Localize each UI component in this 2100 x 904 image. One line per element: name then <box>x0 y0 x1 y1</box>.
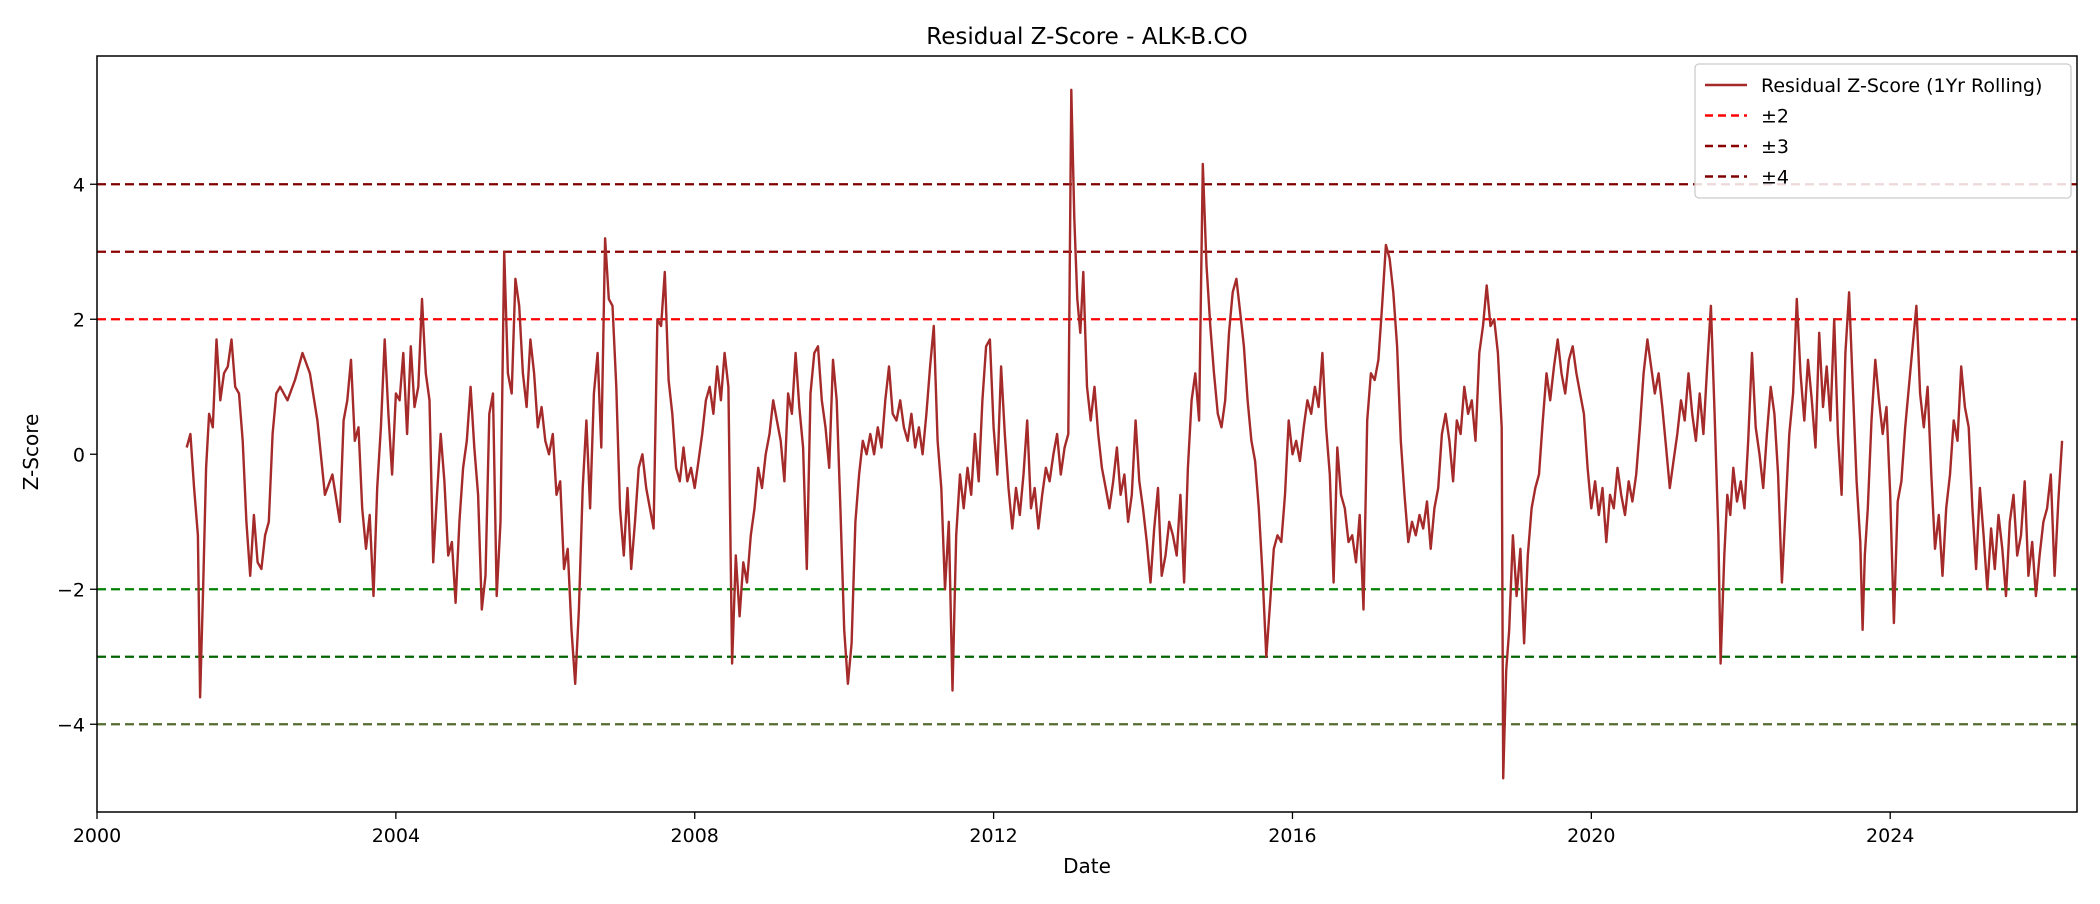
y-tick-label: 2 <box>73 309 85 331</box>
y-axis-ticks: −4 −2 0 2 4 <box>57 174 97 736</box>
x-tick-label: 2008 <box>671 825 719 847</box>
x-tick-label: 2016 <box>1268 825 1316 847</box>
legend-label: Residual Z-Score (1Yr Rolling) <box>1761 75 2042 97</box>
plot-frame <box>96 55 2078 813</box>
x-axis-ticks: 2000 2004 2008 2012 2016 2020 2024 <box>73 812 1914 847</box>
x-tick-label: 2004 <box>372 825 420 847</box>
x-tick-label: 2000 <box>73 825 121 847</box>
y-axis-label: Z-Score <box>19 414 43 491</box>
legend-box <box>1694 63 2072 199</box>
series-line-0 <box>185 88 2064 780</box>
reference-lines <box>97 183 2077 726</box>
legend-label: ±4 <box>1761 167 1789 189</box>
x-axis-label: Date <box>1063 854 1111 878</box>
chart-title: Residual Z-Score - ALK-B.CO <box>926 24 1247 50</box>
legend-label: ±3 <box>1761 136 1789 158</box>
x-tick-label: 2020 <box>1567 825 1615 847</box>
x-tick-label: 2024 <box>1866 825 1914 847</box>
y-tick-label: −2 <box>57 579 85 601</box>
y-tick-label: 0 <box>73 444 85 466</box>
y-tick-label: 4 <box>73 174 85 196</box>
series-layer <box>185 88 2064 780</box>
y-tick-label: −4 <box>57 714 85 736</box>
legend-label: ±2 <box>1761 106 1789 128</box>
legend: Residual Z-Score (1Yr Rolling) ±2 ±3 ±4 <box>1694 63 2072 199</box>
x-tick-label: 2012 <box>969 825 1017 847</box>
